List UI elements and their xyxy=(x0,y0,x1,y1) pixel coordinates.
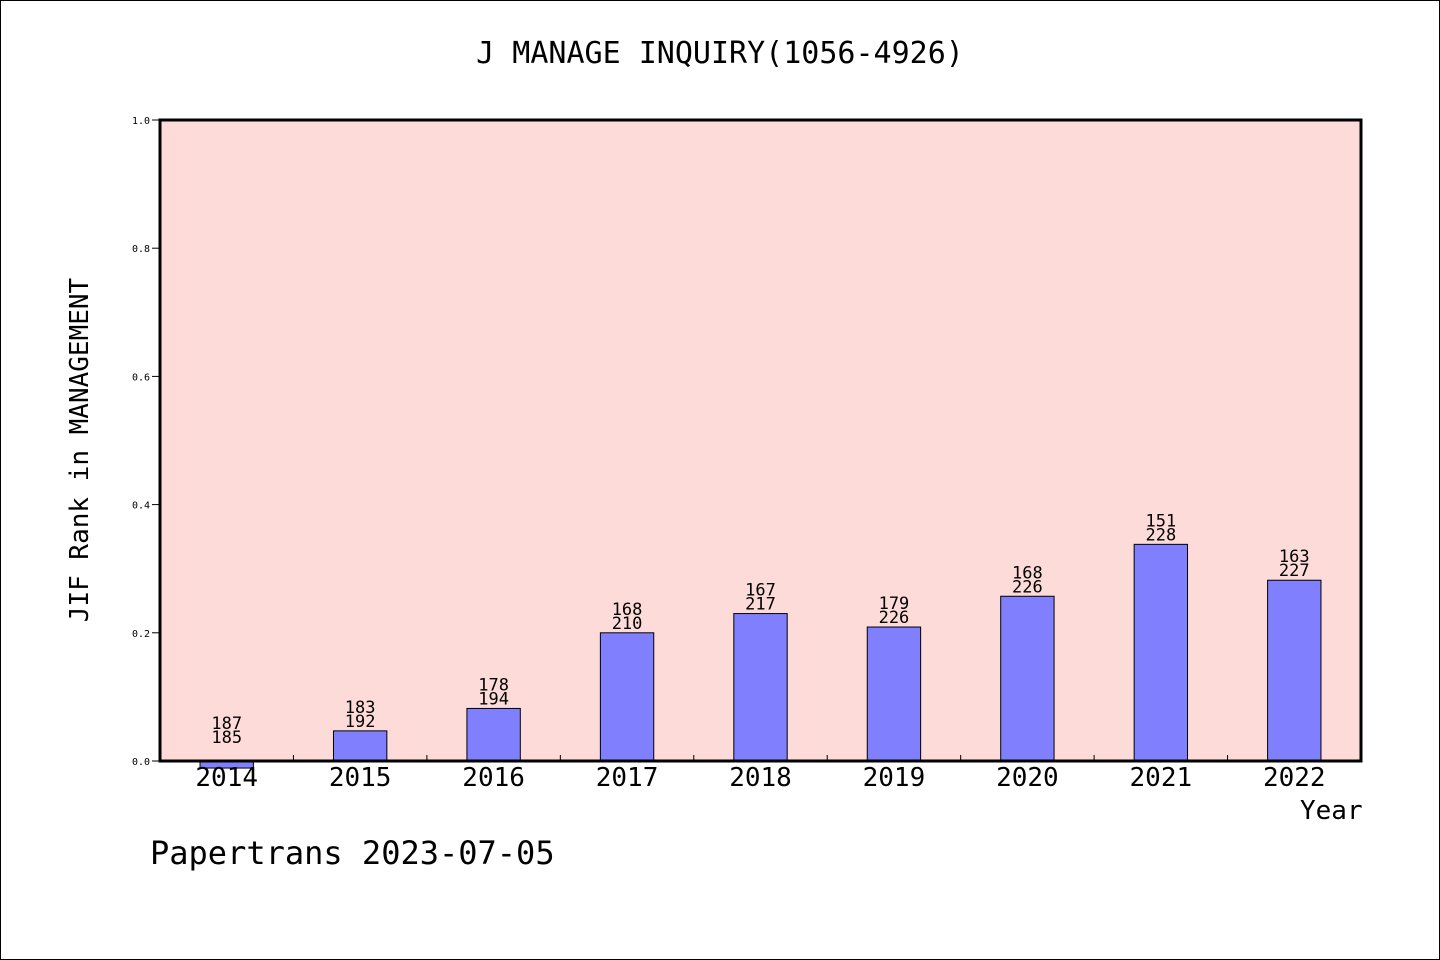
bar-rank-label-bottom: 217 xyxy=(745,595,776,615)
y-tick-label: 0.0 xyxy=(132,757,150,768)
y-tick-label: 0.2 xyxy=(132,629,150,640)
bar-rank-label-bottom: 210 xyxy=(612,614,643,634)
bar-rank-label-top: 179 xyxy=(879,594,910,614)
bar-rank-label-top: 151 xyxy=(1145,511,1176,531)
x-tick-label: 2015 xyxy=(329,763,392,793)
chart-title: J MANAGE INQUIRY(1056-4926) xyxy=(476,36,964,71)
bar-rank-label-bottom: 226 xyxy=(879,608,910,628)
bar-rank-label-top: 163 xyxy=(1279,547,1310,567)
x-tick-label: 2020 xyxy=(996,763,1059,793)
y-tick-label: 0.6 xyxy=(132,372,150,383)
y-tick-label: 0.4 xyxy=(132,501,150,512)
bar-rank-label-top: 183 xyxy=(345,698,376,718)
bar xyxy=(866,626,922,762)
bar xyxy=(599,632,655,762)
bar-rank-label-top: 168 xyxy=(612,600,643,620)
bar-rank-label-bottom: 228 xyxy=(1145,525,1176,545)
x-tick-label: 2016 xyxy=(462,763,525,793)
y-tick-label: 0.8 xyxy=(132,244,150,255)
bar xyxy=(466,707,521,762)
bar-rank-label-bottom: 226 xyxy=(1012,577,1043,597)
footer-credit: Papertrans 2023-07-05 xyxy=(150,834,555,872)
bar-rank-label-bottom: 227 xyxy=(1279,561,1310,581)
bar-rank-label-top: 167 xyxy=(745,581,776,601)
x-tick-label: 2021 xyxy=(1130,763,1193,793)
bar xyxy=(1000,595,1055,762)
bar xyxy=(332,730,388,762)
x-tick-label: 2018 xyxy=(729,763,792,793)
plot-border xyxy=(158,118,1363,763)
bar-rank-label-bottom: 185 xyxy=(211,728,242,748)
bar xyxy=(1133,543,1189,762)
x-tick-label: 2019 xyxy=(863,763,926,793)
x-tick-label: 2017 xyxy=(596,763,659,793)
bar-rank-label-bottom: 192 xyxy=(345,712,376,732)
bar-rank-label-top: 178 xyxy=(478,675,509,695)
y-axis-label: JIF Rank in MANAGEMENT xyxy=(65,277,95,623)
bar-rank-label-top: 187 xyxy=(211,714,242,734)
bar-rank-label-top: 168 xyxy=(1012,563,1043,583)
x-tick-label: 2022 xyxy=(1263,763,1326,793)
x-axis-label: Year xyxy=(1300,796,1363,826)
bar xyxy=(733,613,788,762)
bar xyxy=(1267,579,1322,762)
bar-rank-label-bottom: 194 xyxy=(478,689,509,709)
x-tick-label: 2014 xyxy=(195,763,258,793)
y-tick-label: 1.0 xyxy=(132,116,150,127)
